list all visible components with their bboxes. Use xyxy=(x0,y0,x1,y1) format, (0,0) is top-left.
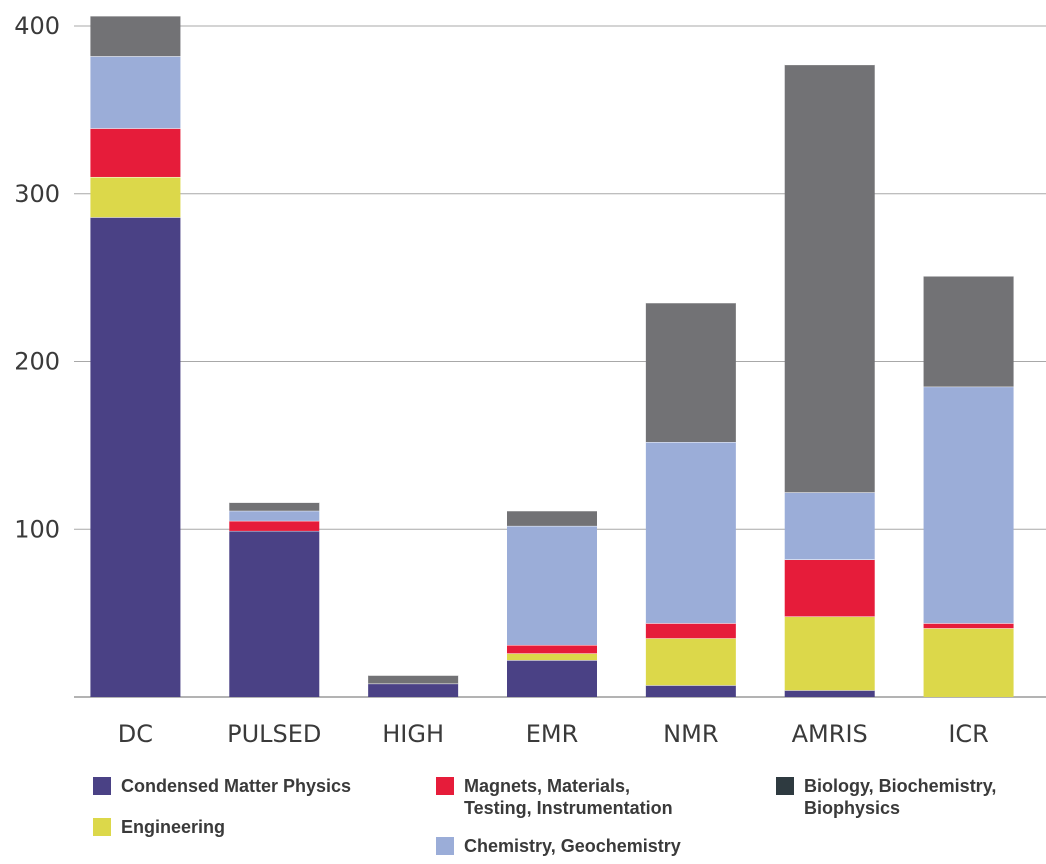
bar-segment xyxy=(90,56,181,129)
x-tick-label: HIGH xyxy=(382,720,444,748)
legend-label: Chemistry, Geochemistry xyxy=(464,836,681,856)
bar-segment xyxy=(507,644,597,654)
bar-segment xyxy=(368,683,459,697)
bar-segment xyxy=(784,559,875,617)
x-tick-label: EMR xyxy=(526,720,579,748)
bar-segment xyxy=(507,653,597,661)
legend-swatch xyxy=(436,777,454,795)
bar-segment xyxy=(229,510,320,521)
bar-segment xyxy=(229,502,320,511)
bar-segment xyxy=(923,628,1014,697)
bar-segment xyxy=(90,176,181,218)
legend-label: Magnets, Materials, Testing, Instrumenta… xyxy=(464,776,673,818)
x-tick-label: DC xyxy=(118,720,153,748)
x-tick-label: PULSED xyxy=(227,720,321,748)
x-tick-label: NMR xyxy=(663,720,718,748)
legend-item-chemistry-geochemistry: Chemistry, Geochemistry xyxy=(436,835,681,857)
bar-segment xyxy=(645,685,736,697)
stacked-bar-chart: 100 200 300 400 DC PULSED HIGH EMR NMR AMRIS ICR xyxy=(14,12,1046,748)
bar-segment xyxy=(507,510,597,526)
y-tick-label: 100 xyxy=(14,515,60,543)
bar-segment xyxy=(784,616,875,691)
legend-item-condensed-matter-physics: Condensed Matter Physics xyxy=(93,775,351,797)
legend-item-engineering: Engineering xyxy=(93,816,225,838)
bar-segment xyxy=(923,386,1014,624)
bar-segment xyxy=(90,128,181,177)
y-tick-label: 200 xyxy=(14,348,60,376)
bar-segment xyxy=(784,690,875,697)
y-tick-label: 300 xyxy=(14,180,60,208)
bar-segment xyxy=(923,275,1014,387)
legend-label: Biology, Biochemistry, Biophysics xyxy=(804,776,997,818)
legend-label: Engineering xyxy=(121,817,226,837)
bar-segment xyxy=(923,623,1014,629)
bar-segment xyxy=(90,15,181,57)
legend-swatch xyxy=(93,777,111,795)
bar-segment xyxy=(507,660,597,697)
legend-swatch xyxy=(93,818,111,836)
bar-segment xyxy=(90,217,181,698)
bar-segment xyxy=(229,530,320,697)
x-tick-label: AMRIS xyxy=(792,720,868,748)
y-tick-label: 400 xyxy=(14,12,60,40)
bar-segment xyxy=(784,64,875,493)
legend-label: Condensed Matter Physics xyxy=(121,776,352,796)
legend-swatch xyxy=(776,777,794,795)
legend-item-magnets-materials: Magnets, Materials, Testing, Instrumenta… xyxy=(436,775,673,819)
bar-segment xyxy=(229,520,320,531)
bar-segment xyxy=(645,638,736,686)
legend: Condensed Matter Physics Engineering Mag… xyxy=(0,775,1046,864)
y-axis-tick-labels: 100 200 300 400 xyxy=(14,12,60,543)
bar-segment xyxy=(645,442,736,624)
legend-item-biology-biochemistry: Biology, Biochemistry, Biophysics xyxy=(776,775,996,819)
bar-segment xyxy=(507,525,597,645)
legend-swatch xyxy=(436,837,454,855)
bar-segment xyxy=(784,492,875,560)
x-axis-tick-labels: DC PULSED HIGH EMR NMR AMRIS ICR xyxy=(118,720,989,748)
bar-segment xyxy=(645,623,736,639)
bar-segment xyxy=(368,675,459,684)
bar-segment xyxy=(645,302,736,443)
bars xyxy=(90,15,1014,698)
x-tick-label: ICR xyxy=(948,720,989,748)
